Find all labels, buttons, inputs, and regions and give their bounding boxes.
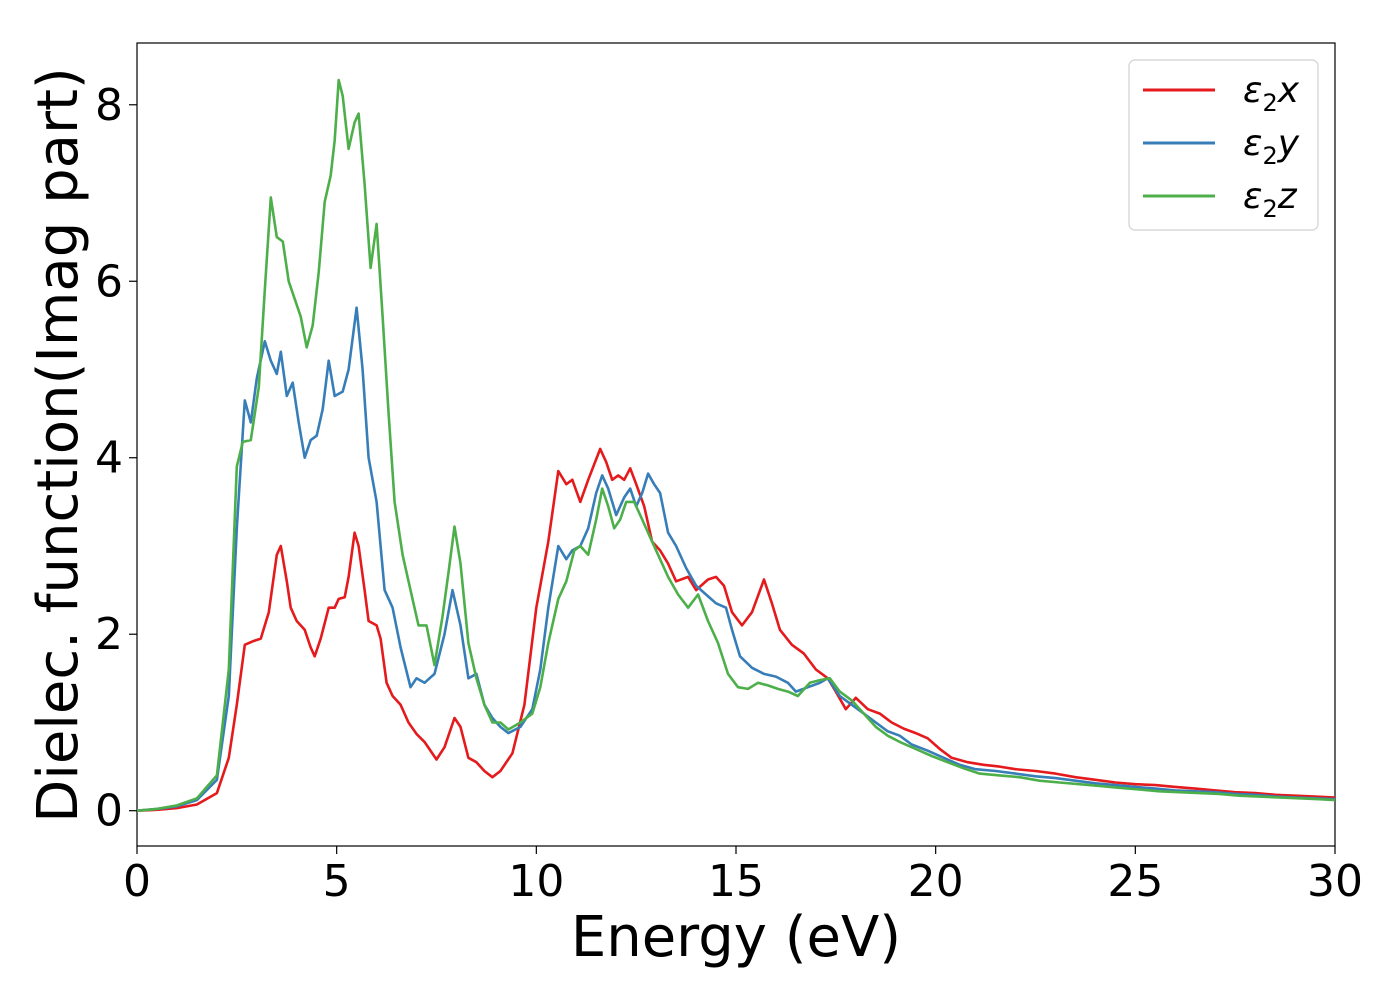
x-tick-label: 15: [708, 856, 764, 907]
legend-label-x: ε2x: [1243, 70, 1300, 117]
series-layer: [136, 78, 1336, 812]
y-tick-label: 4: [95, 433, 123, 484]
y-axis-ticks: 0 2 4 6 8: [95, 80, 137, 837]
y-tick-label: 0: [95, 786, 123, 837]
x-axis-label: Energy (eV): [571, 905, 901, 970]
x-tick-label: 20: [908, 856, 964, 907]
legend-label-sub: 2: [1262, 142, 1277, 170]
legend-box: [1128, 59, 1319, 231]
legend-label-main: ε: [1243, 123, 1262, 164]
x-tick-label: 10: [508, 856, 564, 907]
legend-label-main: ε: [1243, 176, 1262, 217]
series-line-z: [136, 78, 1336, 812]
legend-label-y: ε2y: [1243, 123, 1300, 170]
y-tick-label: 8: [95, 80, 123, 131]
x-tick-label: 0: [123, 856, 151, 907]
legend-label-main: ε: [1243, 70, 1262, 111]
legend-label-sub: 2: [1262, 89, 1277, 117]
y-axis-label: Dielec. function(Imag part): [26, 67, 91, 823]
x-axis-ticks: 0 5 10 15 20 25 30: [123, 846, 1363, 907]
legend-label-tail: z: [1277, 176, 1298, 217]
y-tick-label: 2: [95, 609, 123, 660]
legend-label-tail: x: [1277, 70, 1300, 111]
legend-label-sub: 2: [1262, 195, 1277, 223]
legend-label-tail: y: [1277, 123, 1300, 164]
legend-label-z: ε2z: [1243, 176, 1298, 223]
series-line-x: [136, 447, 1336, 812]
x-tick-label: 25: [1107, 856, 1163, 907]
x-tick-label: 30: [1307, 856, 1363, 907]
x-tick-label: 5: [323, 856, 351, 907]
series-line-y: [136, 306, 1336, 812]
y-tick-label: 6: [95, 256, 123, 307]
